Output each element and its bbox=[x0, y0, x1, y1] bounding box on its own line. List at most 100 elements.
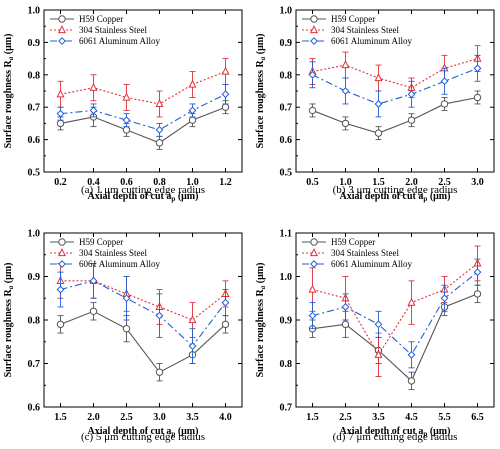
data-point bbox=[155, 125, 164, 134]
legend-label: H59 Copper bbox=[79, 237, 123, 247]
series-304-stainless-steel bbox=[56, 263, 230, 338]
y-axis-label: Surface roughness Ra (μm) bbox=[3, 34, 15, 149]
data-point bbox=[407, 377, 416, 385]
data-point bbox=[407, 90, 416, 99]
y-tick-label: 1.0 bbox=[28, 6, 41, 17]
data-point bbox=[89, 307, 98, 315]
x-tick-label: 3.5 bbox=[372, 412, 385, 423]
series-line bbox=[60, 106, 226, 144]
x-tick-label: 1.5 bbox=[306, 412, 319, 423]
y-tick-label: 1.0 bbox=[28, 229, 41, 240]
data-point bbox=[407, 297, 416, 306]
x-axis-label: Axial depth of cut ap (μm) bbox=[340, 426, 451, 438]
legend-swatch-marker bbox=[57, 248, 67, 257]
data-point bbox=[122, 294, 131, 303]
y-tick-label: 0.8 bbox=[280, 359, 293, 370]
data-point bbox=[188, 315, 197, 324]
y-tick-label: 0.8 bbox=[28, 70, 41, 81]
x-tick-label: 0.4 bbox=[87, 177, 100, 188]
chart-panel-4: 0.7 0.8 0.9 1.0 1.1 1.5 2.5 3.5 4.5 5.5 6.5 Surface… bbox=[255, 229, 495, 443]
x-tick-label: 2.5 bbox=[438, 177, 451, 188]
x-tick-label: 4.5 bbox=[405, 412, 418, 423]
x-axis-label-sub: p bbox=[423, 195, 427, 203]
x-axis-label-main: Axial depth of cut a bbox=[340, 426, 424, 437]
y-tick-label: 1.0 bbox=[280, 6, 293, 17]
y-tick-label: 0.7 bbox=[280, 403, 293, 414]
data-point bbox=[407, 116, 416, 124]
legend-label: 6061 Aluminum Alloy bbox=[79, 36, 161, 46]
x-tick-label: 2.5 bbox=[339, 412, 352, 423]
panel-caption: (b) 3 μm cutting edge radius bbox=[333, 184, 458, 196]
y-axis-label-sub: a bbox=[259, 56, 267, 60]
data-point bbox=[374, 73, 383, 82]
legend-label: H59 Copper bbox=[331, 14, 375, 24]
y-axis-label: Surface roughness Ra (μm) bbox=[3, 263, 15, 378]
legend-label: H59 Copper bbox=[79, 14, 123, 24]
series-6061-aluminum-alloy bbox=[56, 263, 230, 364]
chart-panel-3: 0.6 0.7 0.8 0.9 1.0 1.5 2.0 2.5 3.0 3.5 4.0 Surface… bbox=[3, 229, 243, 443]
x-tick-label: 2.5 bbox=[120, 412, 133, 423]
y-axis-label-main: Surface roughness R bbox=[3, 288, 14, 377]
x-tick-label: 4.0 bbox=[219, 412, 232, 423]
data-point bbox=[221, 90, 230, 99]
x-tick-label: 2.0 bbox=[87, 412, 100, 423]
data-point bbox=[155, 139, 164, 147]
y-axis-label-unit: (μm) bbox=[3, 34, 14, 57]
series-6061-aluminum-alloy bbox=[308, 258, 482, 369]
data-point bbox=[56, 89, 65, 98]
y-axis-label-unit: (μm) bbox=[3, 263, 14, 286]
data-point bbox=[221, 66, 230, 75]
y-tick-label: 1.1 bbox=[280, 229, 293, 240]
y-tick-label: 0.6 bbox=[28, 135, 41, 146]
data-point bbox=[407, 350, 416, 359]
y-axis-label-main: Surface roughness R bbox=[255, 288, 266, 377]
legend-swatch-marker bbox=[58, 238, 66, 246]
series-line bbox=[312, 263, 478, 356]
series-line bbox=[312, 58, 478, 89]
legend-label: 6061 Aluminum Alloy bbox=[79, 259, 161, 269]
y-axis-label: Surface roughness Ra (μm) bbox=[255, 34, 267, 149]
chart-panel-1: 0.5 0.6 0.7 0.8 0.9 1.0 0.2 0.4 0.6 0.8 1.0 1.2 Surf… bbox=[3, 6, 243, 203]
data-point bbox=[440, 294, 449, 303]
series-line bbox=[60, 71, 226, 105]
data-point bbox=[56, 285, 65, 294]
x-axis-label-sub: p bbox=[171, 430, 175, 438]
y-axis-label-sub: a bbox=[7, 56, 15, 60]
data-point bbox=[473, 290, 482, 298]
x-tick-label: 0.2 bbox=[54, 177, 67, 188]
series-line bbox=[312, 96, 478, 134]
legend-label: H59 Copper bbox=[331, 237, 375, 247]
x-axis-label: Axial depth of cut ap (μm) bbox=[88, 426, 199, 438]
data-point bbox=[221, 298, 230, 307]
series-h59-copper bbox=[56, 100, 230, 150]
x-axis-label: Axial depth of cut ap (μm) bbox=[88, 191, 199, 203]
y-tick-label: 1.0 bbox=[280, 272, 293, 283]
panel-caption: (a) 1 μm cutting edge radius bbox=[81, 184, 205, 196]
y-axis-label-main: Surface roughness R bbox=[255, 59, 266, 148]
series-h59-copper bbox=[308, 284, 482, 391]
data-point bbox=[341, 303, 350, 311]
x-axis-label-sub: p bbox=[423, 430, 427, 438]
y-axis-label-unit: (μm) bbox=[255, 34, 266, 57]
x-tick-label: 3.5 bbox=[186, 412, 199, 423]
x-tick-label: 1.2 bbox=[219, 177, 232, 188]
data-point bbox=[374, 349, 383, 358]
x-axis-label-main: Axial depth of cut a bbox=[340, 191, 424, 202]
y-tick-label: 0.9 bbox=[280, 316, 293, 327]
panel-caption: (d) 7 μm cutting edge radius bbox=[333, 431, 458, 443]
x-axis-label: Axial depth of cut ap (μm) bbox=[340, 191, 451, 203]
y-tick-label: 0.5 bbox=[280, 168, 293, 179]
data-point bbox=[89, 82, 98, 91]
data-point bbox=[122, 116, 131, 125]
x-axis-label-main: Axial depth of cut a bbox=[88, 426, 172, 437]
y-tick-label: 0.6 bbox=[280, 135, 293, 146]
x-axis-label-unit: (μm) bbox=[427, 426, 450, 437]
x-axis-label-unit: (μm) bbox=[175, 426, 198, 437]
data-point bbox=[122, 126, 131, 134]
legend-swatch-marker bbox=[310, 15, 318, 23]
x-tick-label: 2.0 bbox=[405, 177, 418, 188]
data-point bbox=[188, 79, 197, 88]
y-tick-label: 0.7 bbox=[280, 103, 293, 114]
